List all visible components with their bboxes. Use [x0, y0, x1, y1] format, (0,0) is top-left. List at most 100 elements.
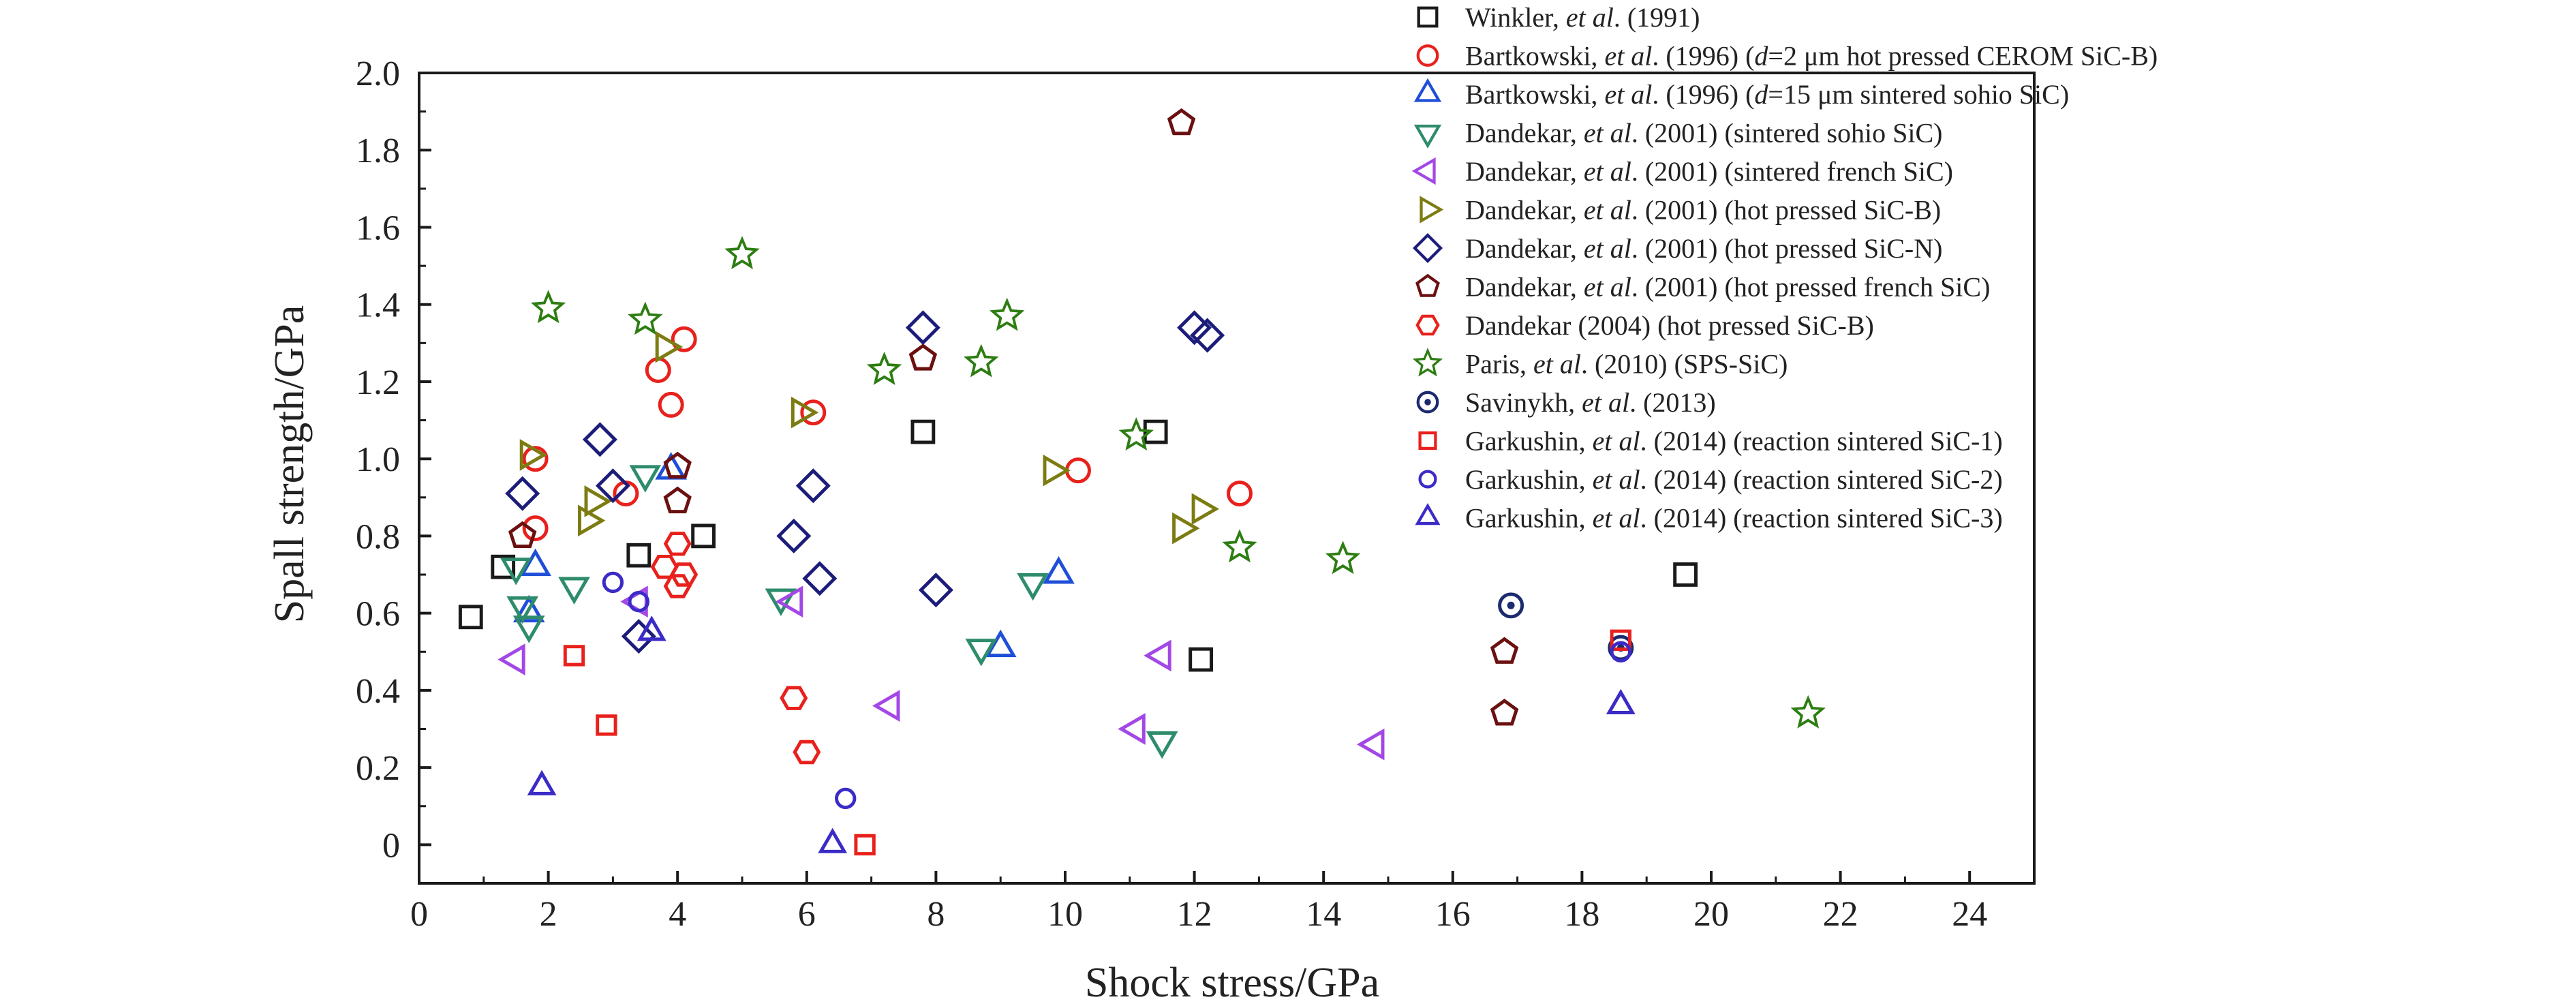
- axes: 0 2 4 6 8 10 12 14 16 18 20 22 2400.20.40.60.81.01.2…: [356, 55, 2036, 934]
- data-point: [910, 419, 936, 444]
- data-point: [1144, 639, 1171, 672]
- data-point: [522, 515, 549, 542]
- data-point: [663, 451, 692, 479]
- data-point: [663, 532, 692, 556]
- data-point: [512, 594, 545, 623]
- data-point: [506, 596, 539, 624]
- data-points: [458, 108, 1826, 856]
- x-axis-title: Shock stress/GPa: [1085, 960, 1379, 1006]
- legend-marker: [1416, 44, 1439, 67]
- data-point: [1118, 417, 1154, 451]
- data-point: [584, 485, 612, 517]
- legend-label: Bartkowski, et al. (1996) (d=15 μm sinte…: [1465, 79, 2069, 110]
- y-tick-label: 1.6: [356, 209, 400, 247]
- legend-label: Dandekar, et al. (2001) (hot pressed SiC…: [1465, 195, 1941, 226]
- data-point: [1167, 108, 1196, 136]
- data-point: [1357, 728, 1385, 761]
- data-point: [519, 548, 551, 577]
- data-point: [1673, 562, 1698, 587]
- data-point: [908, 344, 938, 371]
- data-point: [1043, 556, 1075, 584]
- data-point: [775, 585, 803, 618]
- data-point: [795, 468, 831, 504]
- y-tick-label: 1.2: [356, 363, 400, 402]
- data-point: [965, 639, 998, 667]
- y-tick-label: 0.4: [356, 672, 400, 711]
- data-point: [1610, 641, 1631, 662]
- y-tick-label: 0.2: [356, 749, 400, 788]
- data-point: [818, 827, 848, 853]
- y-tick-label: 1.0: [356, 440, 400, 479]
- data-point: [1017, 573, 1049, 601]
- data-point: [905, 310, 940, 346]
- legend-label: Bartkowski, et al. (1996) (d=2 μm hot pr…: [1465, 41, 2158, 72]
- y-tick-label: 0.6: [356, 595, 400, 634]
- series-8: [508, 108, 1519, 726]
- x-tick-label: 2: [540, 895, 557, 934]
- data-point: [990, 297, 1025, 331]
- data-point: [1146, 731, 1178, 759]
- data-point: [629, 465, 662, 493]
- data-point: [1222, 529, 1257, 563]
- legend-label: Savinykh, et al. (2013): [1465, 387, 1716, 418]
- data-point: [964, 344, 999, 378]
- legend-marker: [1411, 157, 1436, 185]
- series-13: [602, 571, 1631, 810]
- legend-marker: [1412, 232, 1443, 264]
- data-point: [670, 562, 699, 587]
- legend-label: Winkler, et al. (1991): [1465, 2, 1700, 33]
- data-point: [1227, 481, 1253, 507]
- data-point: [776, 518, 812, 553]
- x-tick-label: 24: [1952, 895, 1987, 934]
- data-point: [578, 504, 606, 537]
- data-point: [854, 834, 876, 856]
- legend-label: Dandekar, et al. (2001) (hot pressed fre…: [1465, 272, 1990, 303]
- data-point: [1190, 318, 1225, 353]
- data-point: [802, 561, 838, 596]
- x-tick-label: 6: [798, 895, 816, 934]
- legend-label: Garkushin, et al. (2014) (reaction sinte…: [1465, 464, 2003, 495]
- legend-marker: [1420, 196, 1444, 224]
- series-5: [497, 585, 1385, 761]
- data-point: [671, 326, 697, 352]
- data-point: [491, 554, 516, 579]
- legend-label: Paris, et al. (2010) (SPS-SiC): [1465, 349, 1788, 380]
- y-tick-label: 0: [382, 826, 400, 865]
- data-point: [626, 543, 651, 568]
- data-point: [1610, 629, 1631, 651]
- x-tick-label: 14: [1306, 895, 1341, 934]
- data-point: [691, 523, 716, 549]
- series-9: [650, 532, 821, 765]
- series-7: [505, 310, 1225, 654]
- y-tick-label: 1.8: [356, 132, 400, 170]
- legend-marker: [1415, 273, 1440, 297]
- x-tick-label: 22: [1823, 895, 1858, 934]
- data-point: [602, 571, 624, 594]
- data-point: [530, 290, 566, 324]
- data-point: [582, 422, 617, 457]
- data-point: [637, 615, 666, 641]
- data-point: [621, 619, 656, 654]
- plot-frame: [418, 72, 2036, 885]
- x-tick-label: 16: [1435, 895, 1471, 934]
- data-point: [1490, 637, 1519, 664]
- data-point: [522, 446, 549, 472]
- x-tick-label: 18: [1564, 895, 1599, 934]
- data-point: [500, 558, 532, 585]
- series-2: [522, 326, 1253, 542]
- data-point: [505, 476, 540, 511]
- data-point: [1189, 647, 1213, 672]
- y-axis-title: Spall strength/GPa: [266, 305, 313, 624]
- x-tick-label: 8: [927, 895, 945, 934]
- data-point: [595, 468, 630, 504]
- data-point: [866, 351, 902, 385]
- data-point: [663, 486, 692, 514]
- x-tick-label: 10: [1047, 895, 1083, 934]
- data-point: [800, 399, 827, 426]
- data-point: [793, 740, 821, 765]
- legend-marker: [1413, 78, 1442, 102]
- data-point: [628, 301, 663, 335]
- series-12: [563, 629, 1631, 856]
- data-point: [724, 236, 760, 269]
